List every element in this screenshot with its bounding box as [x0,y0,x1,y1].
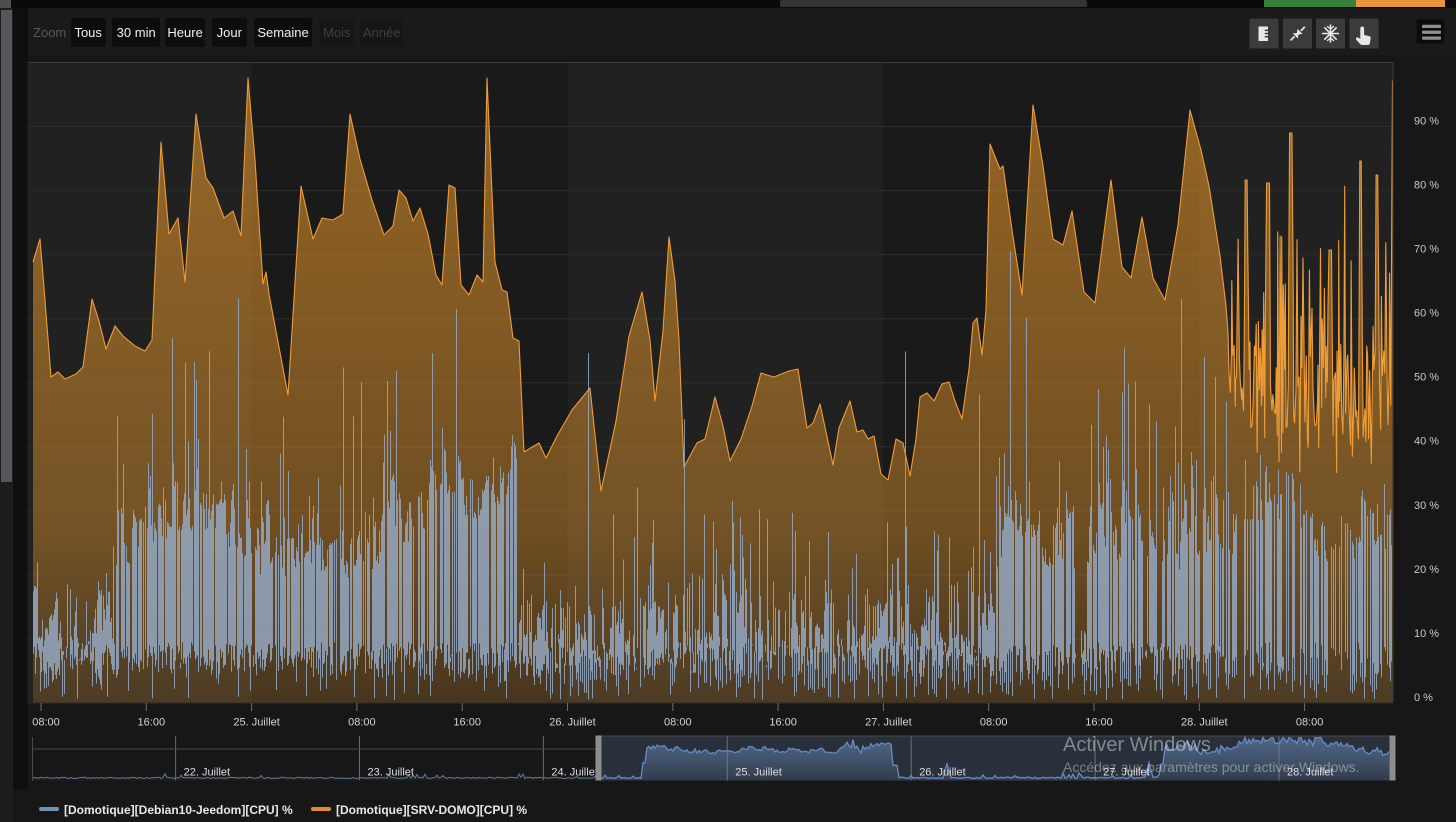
svg-text:26. Juillet: 26. Juillet [549,717,595,729]
svg-text:10 %: 10 % [1414,628,1439,640]
svg-text:0 %: 0 % [1414,692,1433,704]
svg-text:30 %: 30 % [1414,500,1439,512]
svg-text:24. Juillet: 24. Juillet [551,767,597,779]
svg-text:Activer Windows: Activer Windows [1063,734,1211,756]
svg-text:[Domotique][SRV-DOMO][CPU] %: [Domotique][SRV-DOMO][CPU] % [336,803,527,817]
svg-text:27. Juillet: 27. Juillet [1103,767,1149,779]
svg-text:08:00: 08:00 [1296,717,1324,729]
svg-text:25. Juillet: 25. Juillet [735,767,781,779]
svg-text:16:00: 16:00 [138,717,166,729]
svg-text:16:00: 16:00 [1085,717,1113,729]
svg-text:27. Juillet: 27. Juillet [865,717,911,729]
svg-text:23. Juillet: 23. Juillet [368,767,414,779]
svg-text:08:00: 08:00 [32,717,60,729]
svg-text:08:00: 08:00 [664,717,692,729]
svg-text:Accédez aux paramètres pour ac: Accédez aux paramètres pour activer Wind… [1063,759,1359,775]
svg-text:50 %: 50 % [1414,372,1439,384]
svg-text:80 %: 80 % [1414,180,1439,192]
svg-text:40 %: 40 % [1414,436,1439,448]
svg-text:26. Juillet: 26. Juillet [919,767,965,779]
svg-text:22. Juillet: 22. Juillet [184,767,230,779]
svg-text:20 %: 20 % [1414,564,1439,576]
svg-text:16:00: 16:00 [453,717,481,729]
svg-text:[Domotique][Debian10-Jeedom][C: [Domotique][Debian10-Jeedom][CPU] % [64,803,293,817]
svg-text:16:00: 16:00 [769,717,797,729]
svg-text:08:00: 08:00 [348,717,376,729]
svg-text:25. Juillet: 25. Juillet [233,717,279,729]
svg-text:70 %: 70 % [1414,244,1439,256]
svg-text:28. Juillet: 28. Juillet [1181,717,1227,729]
svg-text:28. Juillet: 28. Juillet [1287,767,1333,779]
svg-text:60 %: 60 % [1414,308,1439,320]
svg-text:08:00: 08:00 [980,717,1008,729]
svg-text:90 %: 90 % [1414,116,1439,128]
